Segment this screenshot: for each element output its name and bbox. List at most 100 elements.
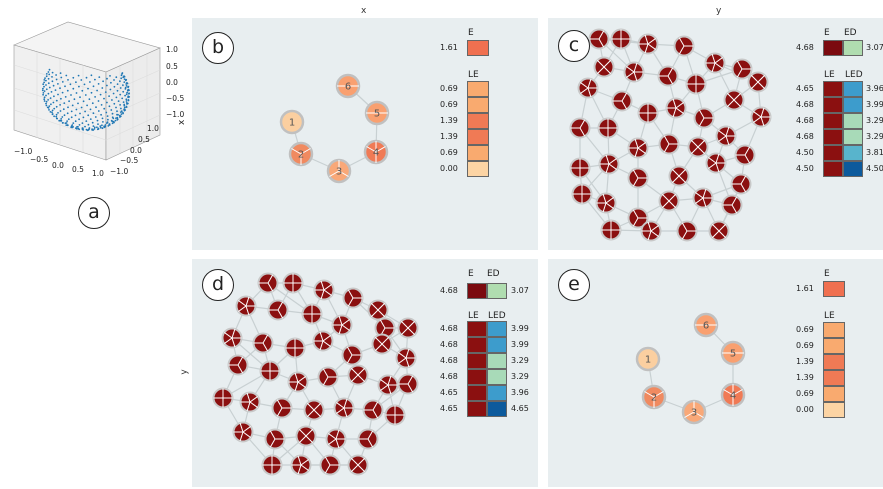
sphere-point xyxy=(80,79,83,81)
graph-node xyxy=(301,303,323,325)
sphere-point xyxy=(122,101,125,103)
legend-led-value: 4.50 xyxy=(866,164,883,173)
sphere-point xyxy=(46,106,49,109)
graph-node xyxy=(637,33,659,55)
sphere-point xyxy=(96,119,99,122)
node-label: 5 xyxy=(730,349,736,360)
node-label: 3 xyxy=(691,408,697,419)
graph-node xyxy=(627,137,649,159)
graph-node xyxy=(397,373,419,395)
legend-led-value: 3.96 xyxy=(866,84,883,93)
graph-node xyxy=(693,107,715,129)
node-label: 4 xyxy=(730,391,736,402)
graph-node xyxy=(347,364,369,386)
graph-node xyxy=(704,52,726,74)
sphere-point xyxy=(45,104,48,107)
sphere-point xyxy=(120,107,122,110)
sphere-point xyxy=(127,96,129,99)
graph-node xyxy=(357,428,379,450)
legend-le-swatch xyxy=(467,145,489,161)
sphere-point xyxy=(52,101,55,104)
sphere-point xyxy=(55,113,58,116)
sphere-point xyxy=(108,95,110,97)
legend-ed-swatch xyxy=(843,40,863,56)
sphere-point xyxy=(119,93,122,96)
sphere-point xyxy=(82,100,85,103)
node-label: 1 xyxy=(289,118,295,129)
sphere-point xyxy=(106,115,109,117)
graph-node xyxy=(267,299,289,321)
sphere-point xyxy=(106,77,108,80)
legend-e-value: 4.68 xyxy=(440,286,458,295)
sphere-point xyxy=(127,86,129,89)
sphere-point xyxy=(49,97,52,99)
graph-node xyxy=(347,454,369,476)
sphere-point xyxy=(75,108,78,111)
sphere-point xyxy=(108,123,111,125)
legend-e-title: E xyxy=(468,269,474,279)
graph-node xyxy=(569,117,591,139)
sphere-point xyxy=(99,126,102,129)
sphere-point xyxy=(64,85,66,88)
sphere-point xyxy=(116,89,119,92)
legend-ed-swatch xyxy=(487,283,507,299)
graph-node xyxy=(692,187,714,209)
panel-label-c: c xyxy=(558,30,590,62)
sphere-point xyxy=(91,102,94,105)
sphere-point xyxy=(54,89,57,91)
sphere-point xyxy=(81,89,84,92)
z-tick: −0.5 xyxy=(166,94,184,103)
legend-le-swatch xyxy=(467,129,489,145)
legend-le-swatch xyxy=(467,401,487,417)
legend-le-value: 0.69 xyxy=(440,148,458,157)
legend-led-swatch xyxy=(843,161,863,177)
sphere-point xyxy=(94,78,96,81)
sphere-point xyxy=(51,80,54,83)
sphere-point xyxy=(77,102,79,105)
graph-node xyxy=(658,190,680,212)
graph-node xyxy=(313,279,335,301)
sphere-point xyxy=(82,116,85,119)
legend-le-value: 1.39 xyxy=(796,357,814,366)
graph-node: 2 xyxy=(288,141,314,167)
panel-c-graph xyxy=(569,28,772,242)
legend-e-swatch xyxy=(467,283,487,299)
graph-node: 3 xyxy=(326,158,352,184)
sphere-point xyxy=(55,99,58,102)
sphere-point xyxy=(125,100,128,102)
graph-node xyxy=(715,125,737,147)
graph-node xyxy=(252,332,274,354)
node-label: 5 xyxy=(374,109,380,120)
sphere-point xyxy=(106,101,108,104)
sphere-point xyxy=(100,104,103,106)
sphere-point xyxy=(116,83,119,85)
sphere-point xyxy=(113,102,116,105)
sphere-point xyxy=(51,71,54,74)
sphere-point xyxy=(104,125,107,128)
graph-node xyxy=(342,287,364,309)
sphere-point xyxy=(84,125,86,128)
sphere-point xyxy=(78,118,80,121)
legend-le-swatch xyxy=(823,338,845,354)
panel-label-d: d xyxy=(202,269,234,301)
sphere-point xyxy=(64,122,67,125)
graph-node xyxy=(232,421,254,443)
sphere-point xyxy=(109,75,111,77)
graph-node xyxy=(227,354,249,376)
graph-node xyxy=(730,173,752,195)
legend-le-swatch xyxy=(467,97,489,113)
sphere-point xyxy=(125,106,128,108)
y-tick: 1.0 xyxy=(147,124,159,133)
graph-node xyxy=(212,387,234,409)
legend-led-value: 3.99 xyxy=(511,340,529,349)
sphere-point xyxy=(67,79,69,81)
sphere-point xyxy=(64,96,67,98)
sphere-point xyxy=(57,83,59,85)
graph-node xyxy=(317,366,339,388)
sphere-point xyxy=(98,76,101,78)
graph-node xyxy=(658,133,680,155)
graph-node xyxy=(723,89,745,111)
sphere-point xyxy=(48,105,51,107)
legend-ed-value: 3.07 xyxy=(511,286,529,295)
legend-led-value: 3.81 xyxy=(866,148,883,157)
